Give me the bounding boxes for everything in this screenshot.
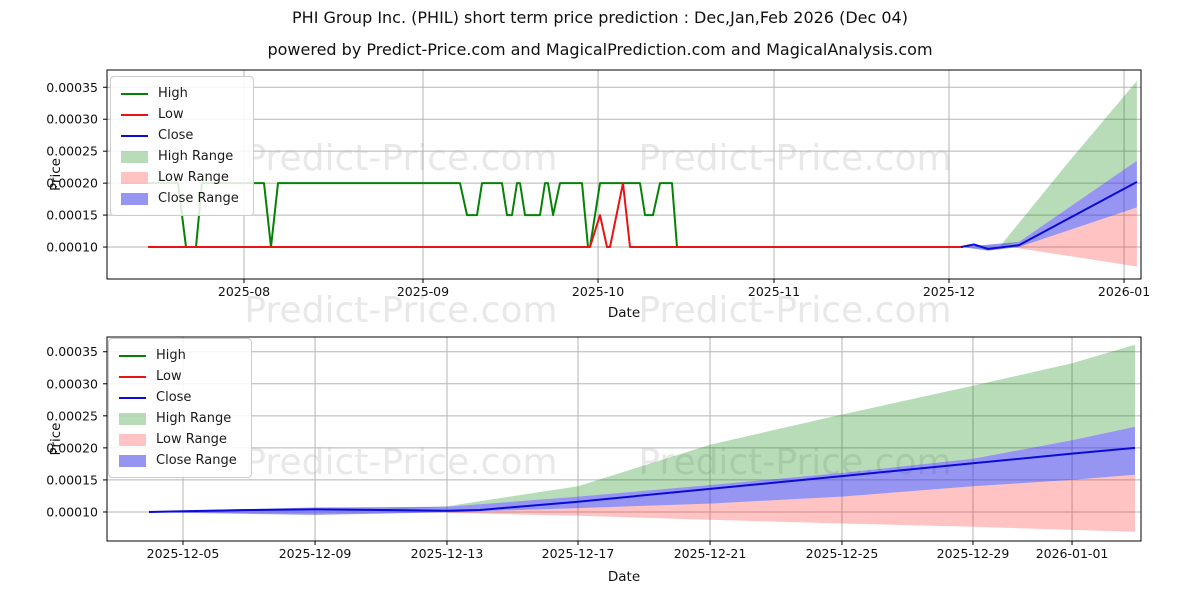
x-tick-label: 2026-01-01	[1036, 546, 1109, 561]
legend-patch-swatch	[119, 412, 146, 425]
y-tick-label: 0.00030	[46, 376, 98, 391]
y-tick-label: 0.00015	[46, 472, 98, 487]
y-tick-label: 0.00020	[46, 176, 98, 191]
x-tick-label: 2025-12-13	[411, 546, 484, 561]
low-range-band	[1010, 207, 1137, 267]
x-tick-label: 2025-12-29	[937, 546, 1010, 561]
legend-item-close-range: Close Range	[121, 188, 239, 209]
y-tick-label: 0.00035	[46, 80, 98, 95]
top-chart: 2025-08 2025-09 2025-10 2025-11 2025-12 2026-…	[46, 69, 1150, 321]
high-range-band	[1000, 80, 1137, 247]
y-tick-label: 0.00015	[46, 208, 98, 223]
legend-label: Low	[156, 369, 182, 384]
x-tick-label: 2025-12-09	[279, 546, 352, 561]
legend-line-swatch	[121, 134, 148, 137]
legend-label: Close	[156, 390, 192, 405]
legend-item-close: Close	[121, 125, 239, 146]
x-tick-label: 2025-12-05	[147, 546, 220, 561]
y-axis-label: Price	[48, 158, 64, 191]
legend-label: Close Range	[156, 453, 237, 468]
legend-line-swatch	[119, 396, 146, 399]
watermark-text: Predict-Price.com	[244, 290, 557, 331]
legend-label: Low Range	[156, 432, 227, 447]
watermark-text: Predict-Price.com	[244, 138, 557, 179]
plot-frame	[106, 336, 1142, 542]
legend-label: Close Range	[158, 191, 239, 206]
low-range-band	[447, 474, 1135, 532]
x-tick-label: 2025-11	[748, 284, 800, 299]
y-tick-label: 0.00025	[46, 408, 98, 423]
legend-item-close: Close	[119, 387, 237, 408]
legend-label: Low Range	[158, 170, 229, 185]
x-axis-label: Date	[608, 569, 640, 585]
top-chart-legend: High Low Close High Range Low Range Close Ran…	[110, 76, 254, 216]
high-line	[148, 182, 963, 248]
legend-line-swatch	[121, 92, 148, 95]
legend-item-high: High	[121, 83, 239, 104]
legend-line-swatch	[119, 375, 146, 378]
legend-item-low-range: Low Range	[119, 429, 237, 450]
close-range-band	[149, 426, 1135, 515]
legend-item-high-range: High Range	[119, 408, 237, 429]
x-tick-label: 2025-12	[923, 284, 975, 299]
page-subtitle: powered by Predict-Price.com and Magical…	[267, 40, 933, 59]
y-tick-label: 0.00020	[46, 440, 98, 455]
legend-item-close-range: Close Range	[119, 450, 237, 471]
legend-label: High	[156, 348, 186, 363]
watermark-text: Predict-Price.com	[638, 290, 951, 331]
low-line	[148, 182, 963, 248]
watermark-text: Predict-Price.com	[638, 138, 951, 179]
bottom-chart: 2025-12-05 2025-12-09 2025-12-13 2025-12-17…	[46, 336, 1142, 585]
x-tick-label: 2026-01	[1098, 284, 1150, 299]
legend-patch-swatch	[119, 433, 146, 446]
legend-item-low: Low	[119, 366, 237, 387]
plot-frame	[106, 69, 1142, 280]
legend-label: Close	[158, 128, 194, 143]
legend-item-high-range: High Range	[121, 146, 239, 167]
legend-label: Low	[158, 107, 184, 122]
legend-item-low: Low	[121, 104, 239, 125]
legend-patch-swatch	[121, 192, 148, 205]
bottom-chart-legend: High Low Close High Range Low Range Close Ran…	[108, 338, 252, 478]
y-tick-label: 0.00025	[46, 144, 98, 159]
watermark-text: Predict-Price.com	[244, 442, 557, 483]
legend-item-low-range: Low Range	[121, 167, 239, 188]
legend-label: High	[158, 86, 188, 101]
legend-patch-swatch	[121, 150, 148, 163]
x-tick-label: 2025-10	[572, 284, 624, 299]
legend-label: High Range	[156, 411, 232, 426]
x-tick-label: 2025-12-25	[806, 546, 879, 561]
x-tick-label: 2025-09	[397, 284, 449, 299]
close-range-band	[961, 160, 1137, 251]
close-line	[960, 181, 1138, 250]
legend-label: High Range	[158, 149, 234, 164]
page-title: PHI Group Inc. (PHIL) short term price p…	[292, 8, 908, 27]
x-tick-label: 2025-12-17	[542, 546, 615, 561]
legend-item-high: High	[119, 345, 237, 366]
y-tick-label: 0.00030	[46, 112, 98, 127]
x-tick-label: 2025-12-21	[674, 546, 747, 561]
high-range-band	[360, 344, 1135, 511]
legend-line-swatch	[119, 354, 146, 357]
x-tick-label: 2025-08	[218, 284, 270, 299]
close-line	[148, 446, 1136, 513]
y-tick-label: 0.00010	[46, 240, 98, 255]
y-axis-label: Price	[48, 423, 64, 456]
y-tick-label: 0.00010	[46, 504, 98, 519]
legend-patch-swatch	[119, 454, 146, 467]
x-axis-label: Date	[608, 305, 640, 321]
legend-line-swatch	[121, 113, 148, 116]
y-tick-label: 0.00035	[46, 344, 98, 359]
legend-patch-swatch	[121, 171, 148, 184]
